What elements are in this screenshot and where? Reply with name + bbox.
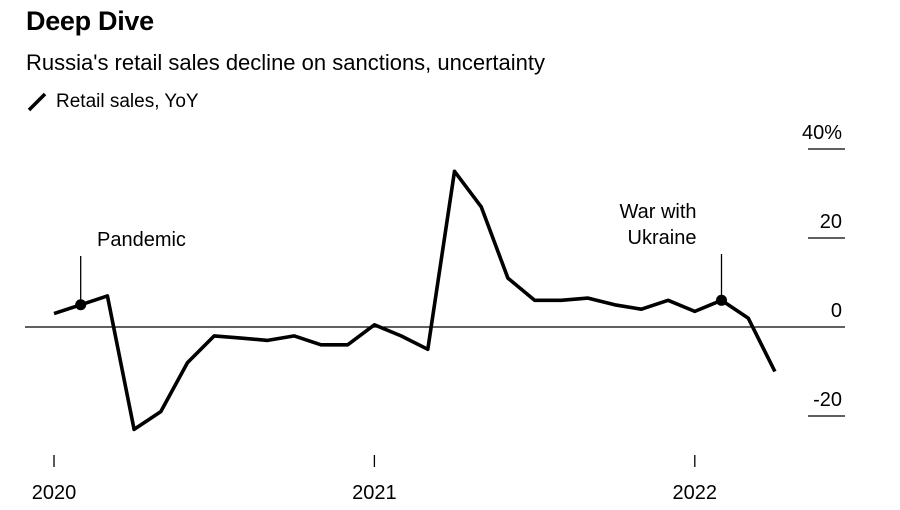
legend: Retail sales, YoY [26, 90, 199, 114]
chart-subtitle: Russia's retail sales decline on sanctio… [26, 50, 546, 75]
annotation-label-war-line1: War with [619, 201, 696, 223]
y-tick-label: -20 [813, 389, 842, 411]
chart-title: Deep Dive [26, 6, 154, 36]
y-tick-label: 40% [802, 122, 842, 144]
y-tick-label: 0 [831, 300, 842, 322]
x-tick-label: 2021 [352, 482, 397, 504]
x-tick-label: 2020 [32, 482, 77, 504]
legend-label: Retail sales, YoY [56, 91, 199, 112]
annotation-marker-war [716, 294, 727, 306]
legend-line-icon [27, 92, 47, 112]
series-line-retail-sales [53, 169, 777, 432]
annotation-marker-pandemic [75, 299, 87, 311]
annotation-label-war-line2: Ukraine [628, 227, 697, 249]
x-tick-label: 2022 [673, 482, 718, 504]
y-tick-label: 20 [820, 211, 842, 233]
annotation-label-pandemic: Pandemic [97, 229, 186, 251]
